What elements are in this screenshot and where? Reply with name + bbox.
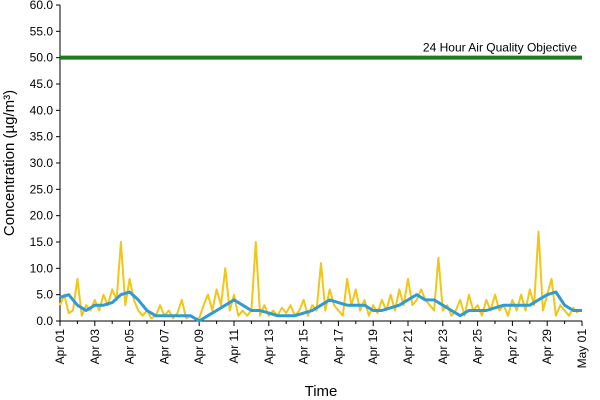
y-tick-label: 60.0 [30,0,54,12]
y-tick-label: 0.0 [36,314,53,328]
x-tick-label: Apr 17 [331,329,345,365]
y-axis: 0.0 5.0 10.0 15.0 20.0 25.0 30.0 35.0 40.0 45.0 50… [30,0,61,328]
y-tick-label: 30.0 [30,156,54,170]
x-axis-title: Time [305,383,338,400]
x-tick-label: Apr 03 [88,329,102,365]
x-tick-label: Apr 21 [401,329,415,365]
y-tick-label: 25.0 [30,182,54,196]
y-tick-label: 35.0 [30,130,54,144]
y-tick-label: 50.0 [30,51,54,65]
x-tick-label: Apr 29 [540,329,554,365]
y-tick-label: 20.0 [30,209,54,223]
x-axis: Apr 01 Apr 03 Apr 05 Apr 07 Apr 09 Apr 11 Apr … [53,320,589,369]
y-tick-label: 55.0 [30,24,54,38]
series-line-daily [59,290,582,323]
x-tick-label: Apr 25 [471,329,485,365]
x-tick-label: Apr 13 [262,329,276,365]
x-tick-label: Apr 01 [53,329,67,365]
x-tick-label: Apr 23 [436,329,450,365]
y-tick-label: 40.0 [30,103,54,117]
y-tick-label: 10.0 [30,261,54,275]
series-group [59,230,582,323]
y-tick-label: 5.0 [36,288,53,302]
objective-label: 24 Hour Air Quality Objective [423,41,577,55]
x-tick-label: Apr 05 [123,329,137,365]
x-tick-label: Apr 07 [157,329,171,365]
objective-line-group: 24 Hour Air Quality Objective [60,41,582,60]
y-tick-label: 45.0 [30,77,54,91]
x-tick-label: Apr 09 [192,329,206,365]
y-axis-title: Concentration (µg/m³) [1,90,18,236]
x-tick-label: Apr 15 [297,329,311,365]
x-tick-label: Apr 19 [366,329,380,365]
x-tick-label: Apr 27 [505,329,519,365]
y-tick-label: 15.0 [30,235,54,249]
x-tick-label: Apr 11 [227,329,241,364]
x-tick-label: May 01 [575,329,589,369]
